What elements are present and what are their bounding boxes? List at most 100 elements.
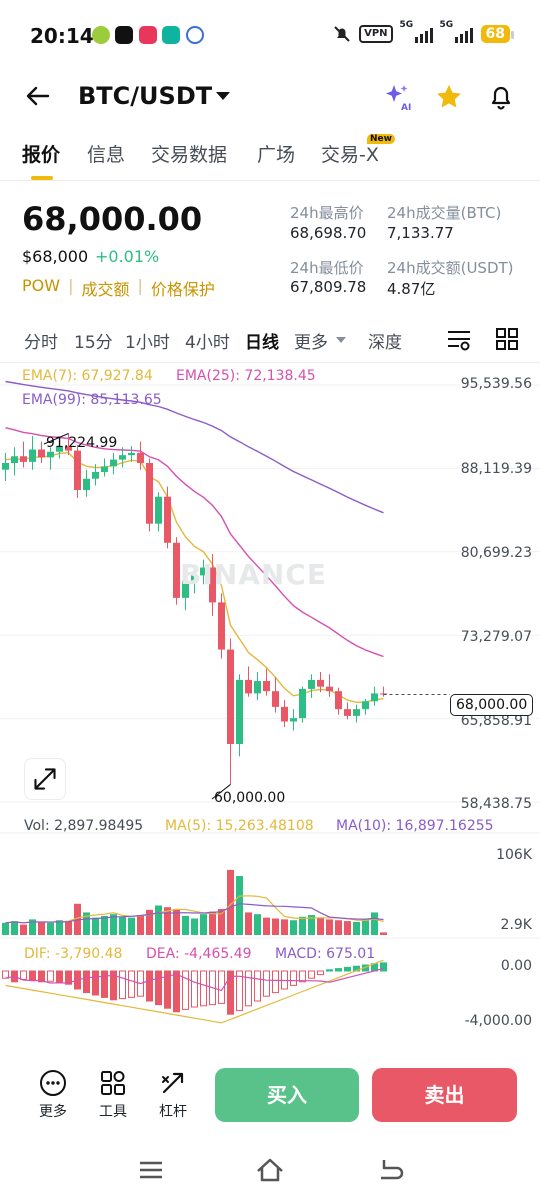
macd-bar bbox=[344, 966, 351, 972]
macd-bar bbox=[200, 970, 207, 1007]
indicator-settings-icon[interactable] bbox=[446, 326, 472, 352]
volume-bar bbox=[335, 920, 342, 935]
ma5-label: MA(5): 15,263.48108 bbox=[165, 818, 314, 834]
ma10-label: MA(10): 16,897.16255 bbox=[336, 818, 494, 834]
candle-body bbox=[65, 446, 72, 451]
back-arrow-icon[interactable] bbox=[24, 82, 52, 110]
kline-chart[interactable]: BINANCE EMA(7): 67,927.84 EMA(25): 72,13… bbox=[0, 363, 540, 1053]
macd-bar bbox=[326, 969, 333, 972]
grid-layout-icon[interactable] bbox=[494, 326, 520, 352]
low-marker-label: 60,000.00 bbox=[214, 790, 286, 806]
volume-bar bbox=[29, 919, 36, 935]
macd-bar bbox=[47, 970, 54, 982]
macd-bar bbox=[83, 970, 90, 994]
signal-icon: 5G bbox=[400, 20, 433, 43]
candle-body bbox=[101, 466, 108, 472]
macd-bar bbox=[290, 970, 297, 986]
tab-quote[interactable]: 报价 bbox=[22, 144, 61, 166]
binance-watermark: BINANCE bbox=[180, 558, 327, 591]
ai-sparkle-icon[interactable]: AI bbox=[382, 82, 412, 112]
candle-body bbox=[29, 449, 36, 462]
svg-text:AI: AI bbox=[401, 103, 411, 112]
tab-info[interactable]: 信息 bbox=[87, 144, 126, 166]
app-notification-icon bbox=[186, 26, 204, 44]
candle-body bbox=[254, 681, 261, 694]
volume-bar bbox=[326, 919, 333, 935]
volume-bar bbox=[236, 875, 243, 935]
expand-icon[interactable] bbox=[24, 758, 66, 800]
macd-bar bbox=[236, 970, 243, 1012]
tab-square[interactable]: 广场 bbox=[257, 144, 296, 166]
margin-label: 杠杆 bbox=[159, 1104, 187, 1120]
high-label: 24h最高价 bbox=[290, 204, 364, 222]
candle-body bbox=[110, 459, 117, 467]
macd-bar bbox=[56, 970, 63, 984]
vpn-indicator: VPN bbox=[359, 25, 393, 43]
candle-body bbox=[209, 567, 216, 603]
macd-axis-label: 0.00 bbox=[500, 958, 532, 974]
volume-bar bbox=[128, 917, 135, 935]
chart-canvas[interactable] bbox=[0, 363, 540, 1053]
macd-bar bbox=[29, 970, 36, 982]
candle-body bbox=[155, 496, 162, 524]
volume-bar bbox=[56, 920, 63, 935]
tab-bar: 报价 信息 交易数据 广场 交易-X New bbox=[0, 134, 540, 180]
bell-icon[interactable] bbox=[486, 82, 516, 112]
macd-bar bbox=[254, 970, 261, 1002]
volume-bar bbox=[299, 916, 306, 935]
menu-icon[interactable] bbox=[136, 1155, 166, 1185]
margin-button[interactable]: 杠杆 bbox=[153, 1069, 193, 1121]
volume-bar bbox=[47, 922, 54, 935]
volume-bar bbox=[317, 917, 324, 935]
candle-body bbox=[272, 691, 279, 707]
more-button[interactable]: 更多 bbox=[33, 1069, 73, 1121]
battery-icon: 68 bbox=[480, 25, 515, 43]
y-axis-label: 65,858.91 bbox=[460, 713, 532, 729]
tag-pow[interactable]: POW bbox=[22, 276, 61, 295]
tools-label: 工具 bbox=[99, 1104, 127, 1120]
candle-body bbox=[146, 462, 153, 524]
volume-bar bbox=[209, 911, 216, 935]
buy-button[interactable]: 买入 bbox=[215, 1068, 359, 1122]
volume-bar bbox=[11, 921, 18, 935]
app-notification-icon bbox=[162, 26, 180, 44]
candle-body bbox=[371, 693, 378, 702]
candle-body bbox=[47, 451, 54, 458]
volume-bar bbox=[344, 921, 351, 935]
sell-button[interactable]: 卖出 bbox=[372, 1068, 517, 1122]
volume-axis-label: 2.9K bbox=[500, 917, 532, 933]
tab-trade-x[interactable]: 交易-X bbox=[321, 144, 379, 166]
more-dots-icon bbox=[40, 1070, 66, 1096]
candle-body bbox=[83, 478, 90, 490]
last-price: 68,000.00 bbox=[22, 200, 203, 238]
volume-bar bbox=[119, 916, 126, 935]
tools-button[interactable]: 工具 bbox=[93, 1069, 133, 1121]
candle-body bbox=[2, 462, 9, 470]
star-favorite-icon[interactable] bbox=[434, 82, 464, 112]
new-badge: New bbox=[367, 134, 395, 144]
candle-body bbox=[308, 679, 315, 689]
interval-depth[interactable]: 深度 bbox=[368, 333, 402, 353]
candle-body bbox=[191, 575, 198, 582]
interval-more[interactable]: 更多 bbox=[294, 333, 328, 353]
interval-4h[interactable]: 4小时 bbox=[185, 333, 230, 353]
interval-line[interactable]: 分时 bbox=[24, 333, 58, 353]
back-icon[interactable] bbox=[375, 1155, 405, 1185]
ema25-label: EMA(25): 72,138.45 bbox=[176, 368, 316, 384]
y-axis-label: 73,279.07 bbox=[460, 629, 532, 645]
home-icon[interactable] bbox=[255, 1155, 285, 1185]
y-axis-label: 58,438.75 bbox=[460, 796, 532, 812]
interval-15m[interactable]: 15分 bbox=[74, 333, 113, 353]
interval-1d[interactable]: 日线 bbox=[245, 333, 279, 353]
tab-trading-data[interactable]: 交易数据 bbox=[151, 144, 228, 166]
tag-price-protection[interactable]: 价格保护 bbox=[150, 280, 215, 299]
tag-turnover[interactable]: 成交额 bbox=[81, 280, 130, 299]
high-marker-line bbox=[43, 433, 69, 445]
caret-down-icon[interactable] bbox=[216, 92, 230, 100]
interval-1h[interactable]: 1小时 bbox=[125, 333, 170, 353]
macd-bar bbox=[380, 962, 387, 972]
volume-bar bbox=[353, 921, 360, 935]
pair-selector[interactable]: BTC/USDT bbox=[78, 82, 213, 110]
candle-body bbox=[173, 542, 180, 598]
volume-bar bbox=[218, 908, 225, 935]
